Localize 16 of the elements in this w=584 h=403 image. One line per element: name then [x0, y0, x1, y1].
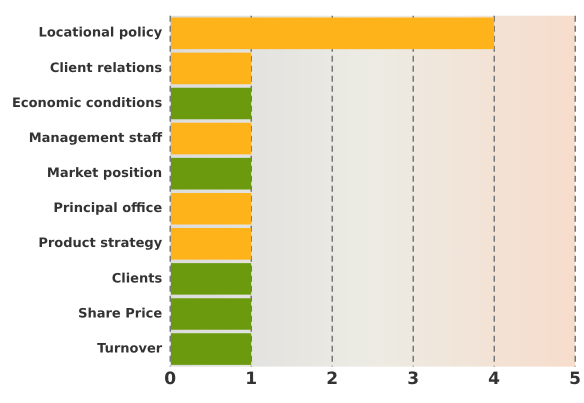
y-tick-label: Share Price: [78, 306, 162, 322]
x-tick-label: 5: [569, 369, 582, 390]
y-tick-label: Product strategy: [38, 236, 163, 252]
y-tick-label: Turnover: [97, 341, 163, 356]
y-tick-label: Economic conditions: [12, 96, 162, 111]
x-tick-label: 4: [488, 369, 500, 390]
y-tick-label: Locational policy: [38, 26, 163, 41]
y-tick-label: Client relations: [50, 60, 162, 76]
y-tick-label: Management staff: [28, 130, 163, 146]
y-tick-label: Market position: [46, 166, 162, 182]
x-tick-label: 2: [326, 369, 338, 390]
x-tick-label: 0: [164, 369, 176, 390]
y-tick-label: Principal office: [53, 201, 162, 216]
y-tick-label: Clients: [112, 271, 162, 286]
x-tick-label: 1: [245, 369, 258, 390]
x-tick-label: 3: [407, 369, 420, 390]
